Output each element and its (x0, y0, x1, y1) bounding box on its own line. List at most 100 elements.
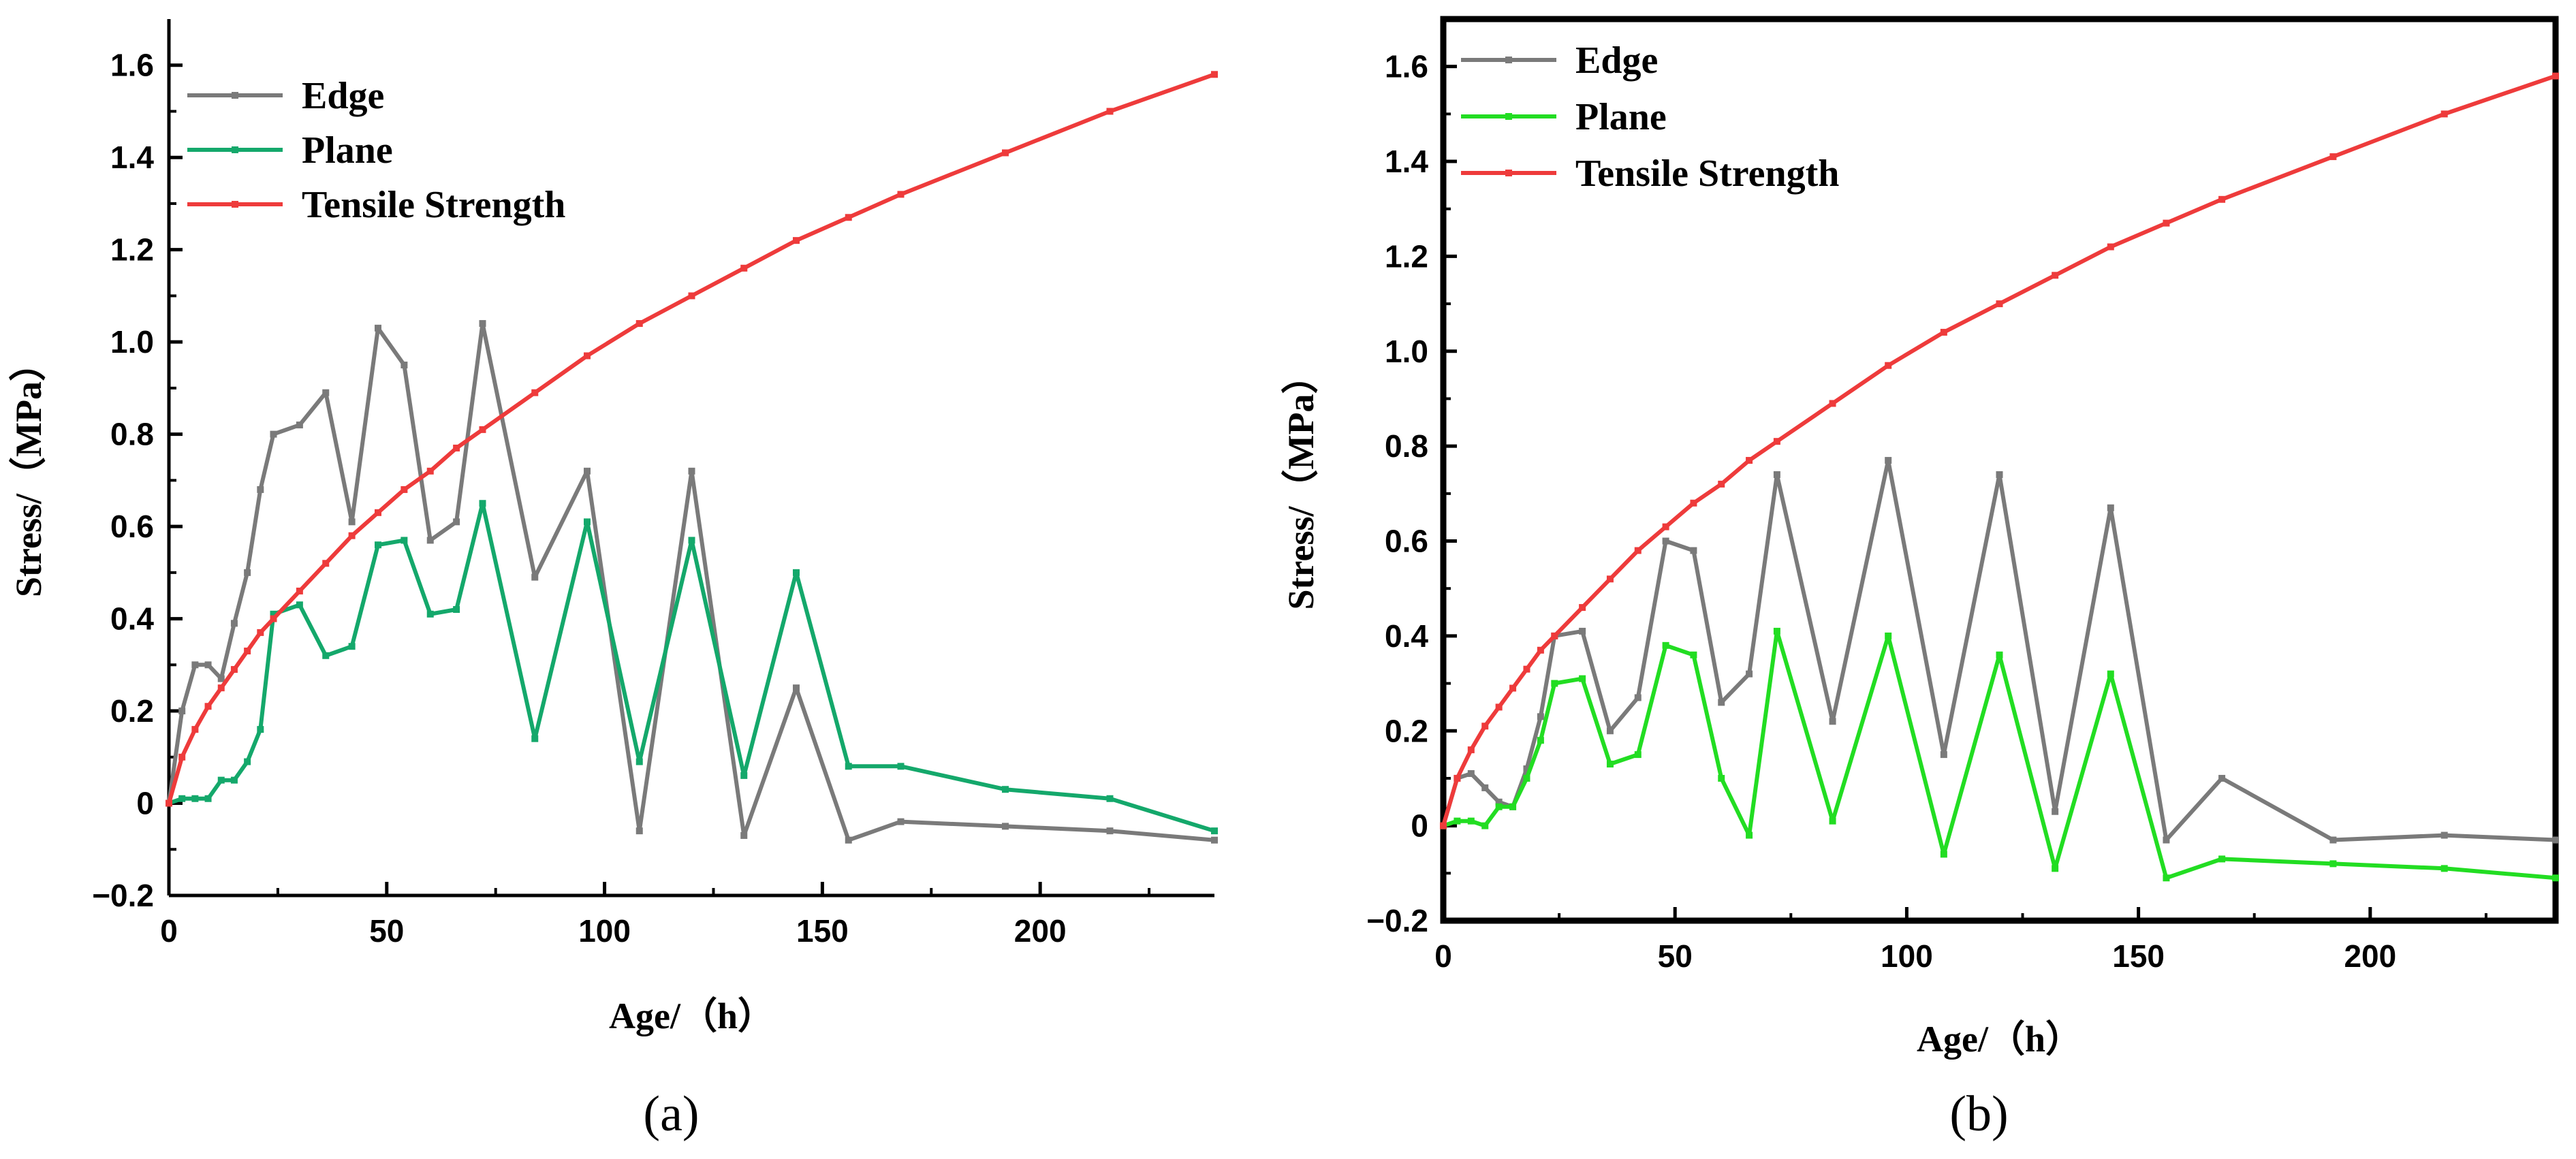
data-point (244, 758, 251, 765)
data-point (1523, 774, 1530, 782)
data-point (348, 643, 356, 650)
y-tick-label: 0.2 (1385, 713, 1428, 748)
data-point (845, 763, 852, 770)
y-tick-label: 1.4 (110, 140, 154, 175)
x-tick-label: 0 (1434, 938, 1452, 974)
data-point (400, 537, 408, 544)
data-point (1773, 438, 1780, 445)
legend-marker (232, 201, 238, 208)
data-point (1662, 537, 1669, 545)
data-point (217, 776, 225, 784)
data-point (1509, 803, 1517, 810)
data-point (2440, 110, 2448, 118)
data-point (1211, 836, 1218, 844)
data-point (1579, 675, 1586, 682)
chart-panel-1: −0.200.20.40.60.81.01.21.41.60 50 100 150 20… (8, 19, 1218, 1142)
legend-label: Plane (1575, 96, 1667, 138)
x-tick-label: 0 (160, 913, 178, 949)
data-point (230, 776, 238, 784)
data-point (375, 509, 381, 516)
data-point (1211, 827, 1218, 835)
data-point (296, 601, 303, 609)
data-point (1634, 694, 1642, 701)
data-point (1829, 400, 1836, 407)
data-point (1481, 723, 1489, 730)
data-point (2163, 836, 2170, 844)
data-point (1718, 699, 1725, 706)
data-point (257, 629, 264, 636)
data-point (204, 703, 212, 710)
legend-label: Tensile Strength (1575, 153, 1839, 195)
data-point (217, 675, 225, 682)
data-point (740, 772, 748, 779)
series-plane (166, 500, 1218, 835)
data-point (1690, 547, 1697, 554)
chart-panel-2: −0.200.20.40.60.81.01.21.41.60 50 100 150 20… (1281, 16, 2559, 1142)
data-point (400, 362, 408, 369)
data-point (1467, 746, 1475, 754)
data-point (1002, 149, 1009, 157)
data-point (1996, 471, 2003, 478)
data-point (244, 647, 251, 654)
data-point (257, 726, 264, 733)
data-point (453, 518, 460, 526)
y-tick-label: −0.2 (1366, 903, 1428, 938)
data-point (1467, 769, 1475, 777)
x-tick-label: 50 (1658, 938, 1693, 974)
data-point (166, 799, 172, 807)
data-point (230, 620, 238, 627)
series-line (1443, 629, 2556, 880)
data-point (1537, 737, 1544, 744)
data-point (1885, 362, 1892, 369)
data-point (1002, 786, 1009, 793)
y-tick-label: 0.4 (110, 601, 154, 637)
data-point (375, 324, 381, 332)
data-point (426, 537, 434, 544)
data-point (178, 708, 186, 715)
legend-label: Plane (302, 129, 393, 172)
data-point (1996, 300, 2003, 308)
data-point (1106, 827, 1114, 835)
data-point (793, 237, 800, 244)
data-point (1829, 718, 1836, 725)
data-point (2329, 153, 2337, 161)
data-point (453, 444, 460, 451)
legend-label: Edge (1575, 39, 1658, 82)
data-point (1495, 803, 1503, 810)
data-point (1662, 641, 1669, 649)
data-point (1662, 523, 1669, 530)
data-point (1509, 684, 1517, 692)
data-point (204, 795, 212, 802)
data-point (1440, 822, 1447, 829)
plot-frame (1440, 16, 2559, 924)
data-point (531, 389, 539, 396)
data-point (1467, 817, 1475, 825)
data-point (2329, 836, 2337, 844)
data-point (296, 587, 303, 594)
data-point (2440, 831, 2448, 839)
legend-marker (232, 146, 238, 153)
legend-marker (1505, 113, 1512, 120)
data-point (178, 795, 186, 802)
x-axis-title: Age/（h） (609, 996, 774, 1036)
data-point (453, 606, 460, 614)
data-point (1746, 670, 1753, 678)
x-tick-label: 150 (796, 913, 849, 949)
data-point (191, 726, 199, 733)
data-point (270, 615, 277, 622)
data-point (1551, 680, 1558, 687)
data-point (1579, 604, 1586, 612)
data-point (375, 541, 381, 549)
data-point (191, 661, 199, 669)
data-point (1211, 71, 1218, 78)
data-point (2552, 72, 2559, 80)
data-point (2107, 670, 2114, 678)
x-tick-label: 100 (578, 913, 631, 949)
data-point (2052, 808, 2059, 815)
x-tick-label: 150 (2112, 938, 2165, 974)
data-point (1537, 646, 1544, 654)
data-point (1940, 328, 1947, 336)
data-point (1773, 471, 1780, 478)
data-point (1746, 831, 1753, 839)
y-tick-label: 1.0 (110, 324, 154, 360)
